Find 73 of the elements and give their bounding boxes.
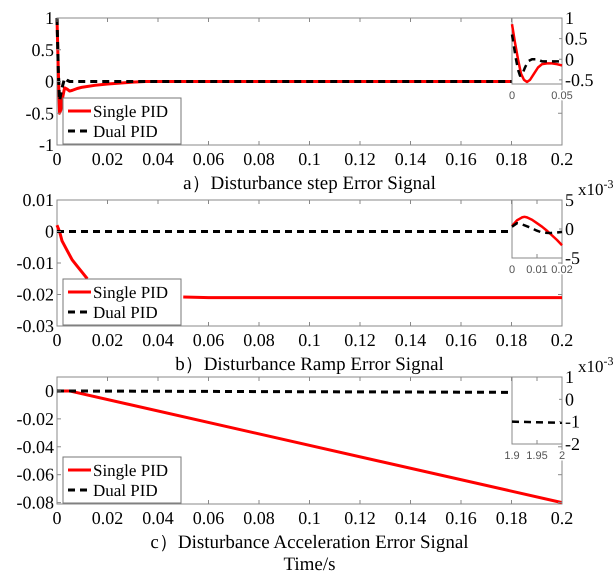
y2-tick-label: 0: [565, 389, 574, 410]
legend-label: Dual PID: [93, 303, 158, 322]
legend-label: Dual PID: [93, 122, 158, 141]
x-tick-label: 0.14: [394, 508, 426, 528]
x-tick-label: 0.08: [243, 508, 275, 528]
x-tick-label: 0.1: [298, 330, 321, 350]
y-tick-label: -0.5: [26, 103, 54, 124]
x-tick-label: 0.18: [496, 508, 528, 528]
x-tick-label: 0.06: [192, 508, 224, 528]
legend-label: Single PID: [93, 461, 168, 480]
text: b）Disturbance Ramp Error Signal: [175, 354, 444, 375]
y-tick-label: 0.01: [22, 190, 54, 210]
x-tick-label: 0.1: [298, 149, 321, 169]
x-tick-label: 0.04: [142, 330, 174, 350]
legend-label: Single PID: [93, 102, 168, 121]
y-tick-label: -0.04: [16, 436, 54, 457]
x-tick-label: 0.14: [394, 149, 426, 169]
x-tick-label: 0.18: [496, 149, 528, 169]
y-tick-label: 1: [45, 8, 54, 28]
y2-tick-label: 0: [565, 49, 574, 70]
x-tick-label: 0.01: [526, 264, 548, 276]
text: x10$^{-3}$: [578, 354, 614, 376]
x-tick-label: 1.9: [504, 450, 520, 462]
x-axis-title: Time/s: [283, 554, 336, 575]
x-tick-label: 0.14: [394, 330, 426, 350]
x-tick-label: 0.06: [192, 149, 224, 169]
y2-tick-label: 1: [565, 8, 574, 28]
x-tick-label: 0.18: [496, 330, 528, 350]
y2-tick-label: -2: [565, 434, 580, 454]
text: a）Disturbance step Error Signal: [183, 173, 436, 194]
y2-tick-label: -0.5: [565, 70, 594, 90]
x-tick-label: 0: [508, 264, 516, 276]
y-tick-label: -1: [39, 135, 54, 155]
y-tick-label: 0: [45, 380, 54, 401]
x-tick-label: 0.02: [92, 508, 124, 528]
legend-label: Single PID: [93, 283, 168, 302]
y2-tick-label: 0: [565, 219, 574, 239]
y2-tick-label: -1: [565, 412, 580, 432]
y-tick-label: -0.01: [16, 253, 54, 273]
line-series: [510, 216, 564, 246]
x-tick-label: 0.16: [445, 149, 477, 169]
x-tick-label: 0.16: [445, 508, 477, 528]
y-tick-label: -0.02: [16, 284, 54, 304]
y-tick-label: -0.08: [16, 492, 54, 513]
x-tick-label: 0.16: [445, 330, 477, 350]
y-tick-label: -0.03: [16, 316, 54, 336]
y-tick-label: 0.5: [32, 40, 54, 60]
x-tick-label: 0.04: [142, 149, 174, 169]
x-tick-label: 0.02: [92, 330, 124, 350]
text: x10$^{-3}$: [578, 177, 614, 199]
x-tick-label: 0.06: [192, 330, 224, 350]
y-tick-label: 0: [45, 222, 54, 242]
text: c）Disturbance Acceleration Error Signal: [150, 532, 469, 553]
x-tick-label: 0.12: [344, 330, 376, 350]
x-tick-label: 1.95: [526, 450, 548, 462]
y2-tick-label: 5: [565, 190, 574, 210]
x-tick-label: 0.04: [142, 508, 174, 528]
x-tick-label: 0.12: [344, 508, 376, 528]
x-tick-label: 0.08: [243, 330, 275, 350]
x-tick-label: 0.08: [243, 149, 275, 169]
x-tick-label: 0.2: [550, 149, 574, 169]
x-tick-label: 0.12: [344, 149, 376, 169]
y2-tick-label: 0.5: [565, 28, 588, 49]
legend-label: Dual PID: [93, 481, 158, 500]
x-tick-label: 0.2: [550, 330, 574, 350]
x-tick-label: 0.1: [298, 508, 321, 528]
y2-tick-label: 1: [565, 367, 574, 387]
y-tick-label: -0.02: [16, 408, 54, 429]
x-tick-label: 0.02: [92, 149, 124, 169]
y-tick-label: -0.06: [16, 464, 54, 485]
line-series: [510, 222, 564, 234]
line-series: [510, 22, 564, 84]
x-tick-label: 0.2: [550, 508, 574, 528]
